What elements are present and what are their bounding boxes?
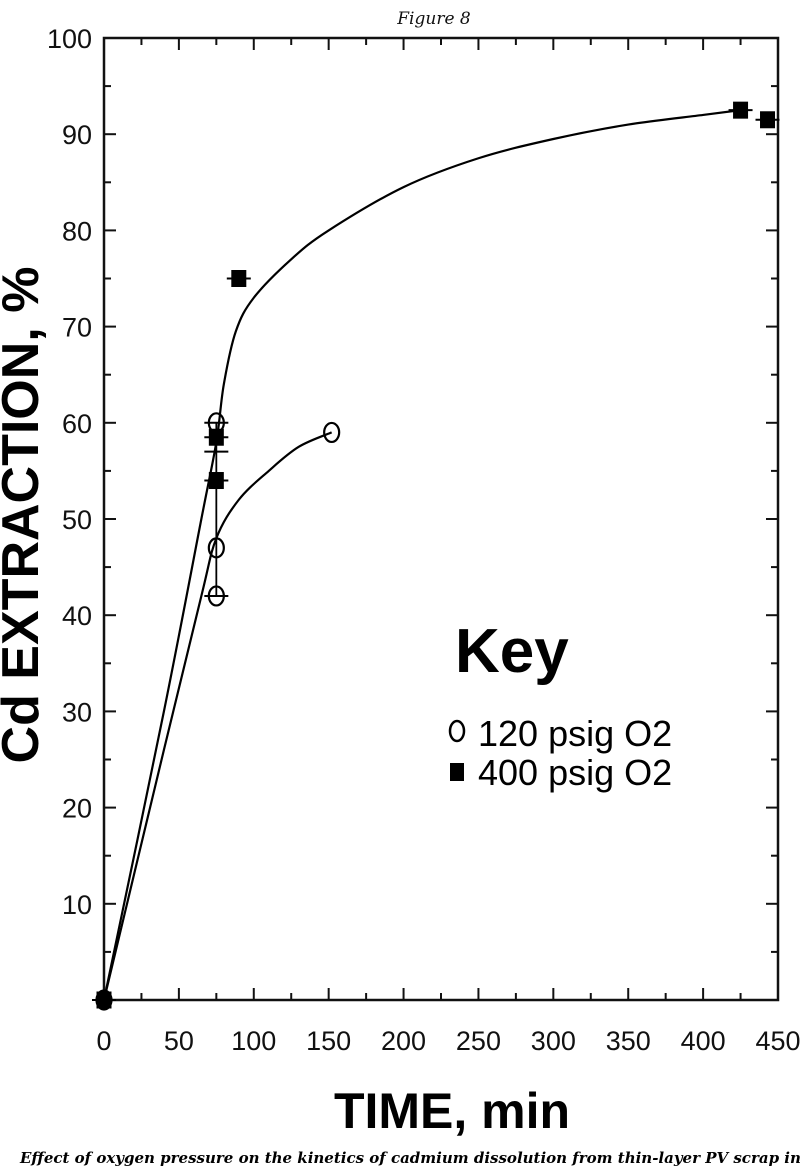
data-point-400psig bbox=[96, 991, 112, 1009]
legend-entry-120psig-label: 120 psig O2 bbox=[478, 713, 672, 754]
x-tick-label: 150 bbox=[306, 1026, 351, 1056]
data-point-120psig bbox=[207, 585, 225, 607]
y-tick-labels: 10 20 30 40 50 60 70 80 90 100 bbox=[47, 24, 92, 920]
legend-marker-filled-square bbox=[450, 763, 464, 781]
fitted-curves bbox=[102, 109, 741, 1001]
data-point-400psig bbox=[208, 428, 224, 446]
series-curve-120psig bbox=[102, 431, 333, 1001]
x-tick-label: 400 bbox=[681, 1026, 726, 1056]
y-tick-label: 30 bbox=[62, 697, 92, 727]
legend-title: Key bbox=[455, 617, 569, 686]
y-tick-label: 10 bbox=[62, 890, 92, 920]
legend-entry-120psig: 120 psig O2 bbox=[478, 713, 672, 754]
y-tick-label: 20 bbox=[62, 794, 92, 824]
data-point-400psig bbox=[733, 101, 749, 119]
y-tick-label: 100 bbox=[47, 24, 92, 54]
legend-marker-open-circle bbox=[448, 719, 466, 743]
x-tick-label: 350 bbox=[606, 1026, 651, 1056]
y-tick-label: 50 bbox=[62, 505, 92, 535]
data-points bbox=[92, 101, 780, 1011]
series-curve-400psig bbox=[102, 109, 741, 1001]
data-point-120psig bbox=[323, 421, 341, 444]
x-tick-label: 0 bbox=[96, 1026, 111, 1056]
legend-entry-400psig-label: 400 psig O2 bbox=[478, 752, 672, 793]
x-axis-title: TIME, min bbox=[334, 1083, 570, 1139]
legend: Key 120 psig O2 400 psig O2 bbox=[448, 617, 672, 793]
x-tick-label: 250 bbox=[456, 1026, 501, 1056]
x-tick-label: 200 bbox=[381, 1026, 426, 1056]
figure-caption: Effect of oxygen pressure on the kinetic… bbox=[19, 1149, 800, 1167]
x-tick-label: 450 bbox=[755, 1026, 800, 1056]
plot-frame bbox=[102, 36, 780, 1002]
axis-ticks bbox=[103, 37, 779, 1001]
figure-label: Figure 8 bbox=[396, 9, 471, 29]
x-tick-labels: 0 50 100 150 200 250 300 350 400 450 bbox=[96, 1026, 800, 1056]
y-tick-label: 80 bbox=[62, 216, 92, 246]
legend-entry-400psig: 400 psig O2 bbox=[478, 752, 672, 793]
x-tick-label: 100 bbox=[231, 1026, 276, 1056]
data-point-120psig bbox=[207, 537, 225, 559]
y-tick-label: 60 bbox=[62, 409, 92, 439]
x-tick-label: 300 bbox=[531, 1026, 576, 1056]
data-point-400psig bbox=[208, 472, 224, 490]
y-tick-label: 40 bbox=[62, 601, 92, 631]
y-tick-label: 90 bbox=[62, 120, 92, 150]
data-point-400psig bbox=[760, 111, 776, 129]
data-point-400psig bbox=[231, 270, 247, 287]
y-axis-title: Cd EXTRACTION, % bbox=[0, 267, 50, 764]
y-tick-label: 70 bbox=[62, 313, 92, 343]
x-tick-label: 50 bbox=[164, 1026, 194, 1056]
